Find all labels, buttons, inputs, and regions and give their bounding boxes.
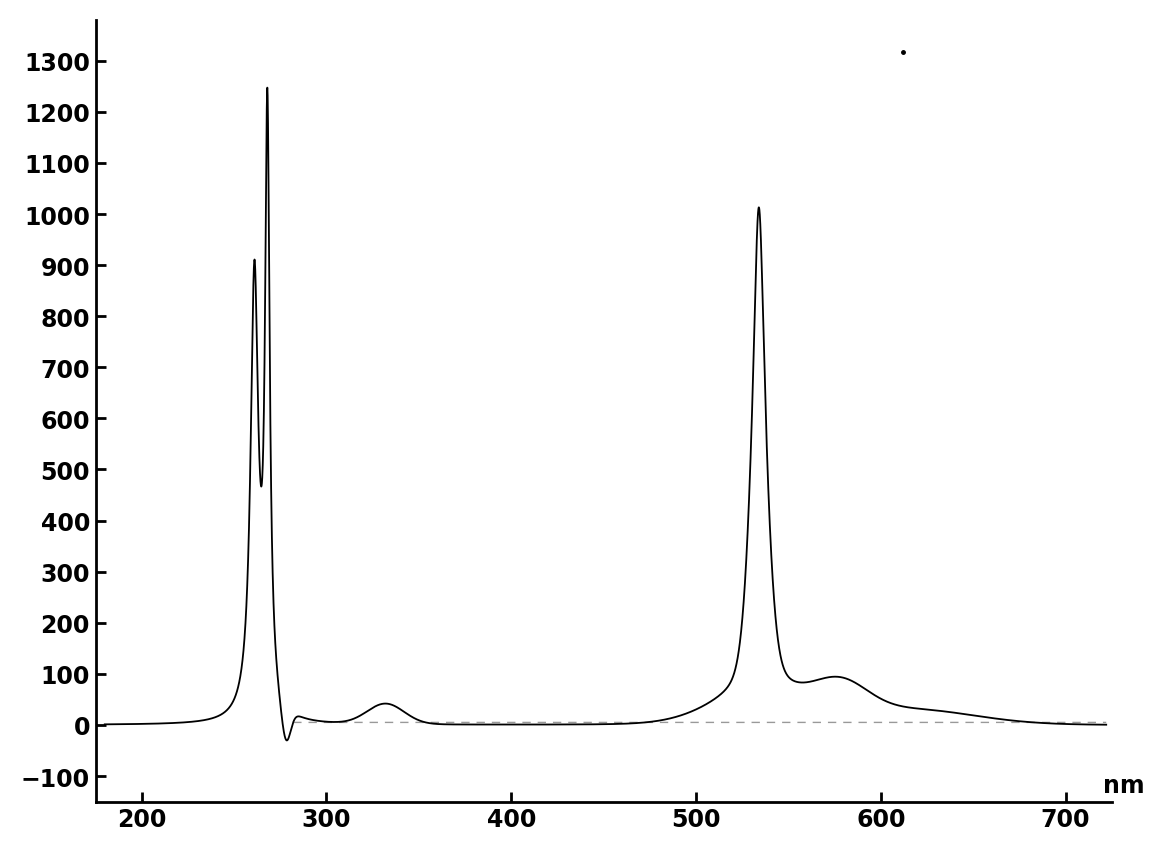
Text: nm: nm	[1103, 773, 1144, 797]
